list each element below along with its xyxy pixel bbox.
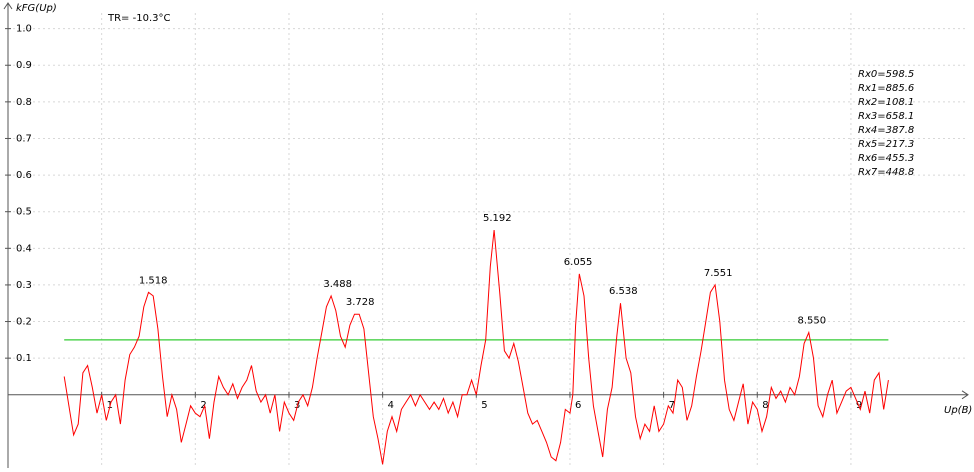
peak-label: 3.488	[323, 279, 352, 290]
resistance-label: Rx0=598.5	[858, 69, 914, 80]
peak-label: 1.518	[139, 275, 168, 286]
y-tick-label: 0.6	[16, 170, 32, 181]
y-tick-label: 0.7	[16, 133, 32, 144]
y-tick-label: 0.2	[16, 317, 32, 328]
resistance-label: Rx6=455.3	[858, 153, 914, 164]
resistance-label: Rx3=658.1	[858, 111, 914, 122]
y-axis-label: kFG(Up)	[16, 3, 57, 14]
resistance-label: Rx7=448.8	[858, 167, 914, 178]
y-tick-label: 0.8	[16, 97, 32, 108]
x-axis	[8, 390, 969, 400]
x-tick-label: 8	[762, 400, 768, 411]
x-tick-label: 6	[575, 400, 581, 411]
peak-label: 5.192	[483, 213, 512, 224]
resistance-label: Rx1=885.6	[858, 83, 914, 94]
y-tick-label: 0.9	[16, 60, 32, 71]
peak-label: 8.550	[797, 316, 826, 327]
x-axis-label: Up(B)	[944, 405, 972, 416]
y-tick-label: 0.3	[16, 280, 32, 291]
peak-label: 6.538	[609, 286, 638, 297]
y-tick-label: 0.5	[16, 207, 32, 218]
x-tick-label: 2	[200, 400, 206, 411]
peak-label: 6.055	[564, 257, 593, 268]
y-axis	[3, 2, 13, 468]
x-tick-label: 5	[481, 400, 487, 411]
x-tick-label: 9	[856, 400, 862, 411]
resistance-label: Rx2=108.1	[858, 97, 914, 108]
x-tick-label: 4	[388, 400, 394, 411]
resistance-label: Rx5=217.3	[858, 139, 914, 150]
x-tick-label: 7	[669, 400, 675, 411]
y-tick-label: 0.4	[16, 243, 32, 254]
data-line	[63, 229, 889, 465]
y-tick-label: 0.1	[16, 353, 32, 364]
temperature: TR= -10.3°C	[107, 13, 170, 24]
resistance-label: Rx4=387.8	[858, 125, 914, 136]
peak-label: 7.551	[704, 268, 733, 279]
y-tick-label: 1.0	[16, 24, 32, 35]
peak-label: 3.728	[346, 297, 375, 308]
